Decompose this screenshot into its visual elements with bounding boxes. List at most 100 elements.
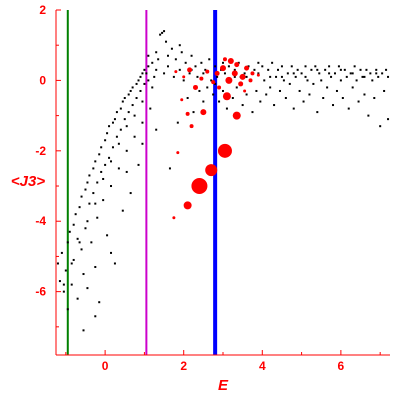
black-point bbox=[125, 149, 128, 152]
black-point bbox=[269, 86, 272, 89]
black-point bbox=[222, 61, 224, 64]
black-point bbox=[110, 185, 113, 188]
vertical-reference-lines bbox=[66, 10, 218, 355]
black-point bbox=[108, 156, 111, 159]
y-tick-label: 0 bbox=[39, 73, 46, 87]
black-point bbox=[88, 202, 91, 205]
black-point bbox=[202, 72, 205, 75]
black-point bbox=[216, 75, 219, 78]
black-point bbox=[284, 97, 287, 100]
black-point bbox=[385, 68, 388, 71]
black-point bbox=[214, 65, 217, 68]
black-point bbox=[86, 220, 89, 223]
black-point bbox=[72, 223, 75, 226]
black-point bbox=[137, 163, 140, 166]
black-point bbox=[387, 118, 390, 121]
black-point bbox=[243, 72, 246, 75]
black-point bbox=[349, 72, 352, 75]
black-point bbox=[267, 68, 270, 71]
black-point bbox=[84, 188, 87, 191]
black-point bbox=[339, 68, 342, 71]
black-point bbox=[316, 68, 319, 71]
black-point bbox=[129, 89, 132, 92]
black-point bbox=[292, 72, 295, 75]
black-point bbox=[139, 75, 142, 78]
black-point bbox=[125, 170, 128, 173]
black-point bbox=[365, 68, 368, 71]
red-point bbox=[180, 98, 184, 102]
red-point bbox=[191, 178, 208, 195]
black-point bbox=[155, 128, 158, 131]
red-point bbox=[231, 70, 238, 77]
red-point bbox=[238, 81, 244, 87]
red-point bbox=[200, 109, 207, 116]
black-point bbox=[298, 89, 301, 92]
black-point bbox=[135, 82, 138, 85]
black-point bbox=[131, 104, 134, 107]
black-point bbox=[280, 65, 283, 68]
x-tick-label: 6 bbox=[338, 359, 345, 373]
x-axis-title: E bbox=[218, 377, 229, 394]
black-point bbox=[151, 61, 154, 64]
black-point bbox=[178, 44, 181, 47]
black-point bbox=[227, 65, 230, 68]
black-point bbox=[204, 68, 207, 71]
black-point bbox=[235, 86, 238, 89]
black-point bbox=[326, 86, 329, 89]
red-point bbox=[182, 75, 186, 79]
black-point bbox=[375, 72, 378, 75]
black-point bbox=[263, 79, 266, 82]
black-point bbox=[102, 177, 105, 180]
black-point bbox=[115, 135, 118, 138]
black-point bbox=[290, 65, 293, 68]
black-point bbox=[330, 75, 333, 78]
black-point bbox=[143, 82, 146, 85]
black-point bbox=[265, 93, 268, 96]
black-point bbox=[66, 308, 69, 311]
black-point bbox=[143, 68, 146, 71]
black-point bbox=[186, 97, 189, 100]
black-point bbox=[62, 290, 65, 293]
black-point bbox=[76, 237, 79, 240]
black-point bbox=[359, 68, 362, 71]
black-point bbox=[316, 111, 319, 114]
black-point bbox=[137, 79, 140, 82]
black-point bbox=[269, 75, 272, 78]
black-point bbox=[304, 65, 307, 68]
black-point bbox=[147, 79, 150, 82]
black-point bbox=[296, 68, 299, 71]
black-point bbox=[212, 93, 215, 96]
black-point bbox=[108, 125, 111, 128]
black-point bbox=[102, 199, 105, 202]
black-point bbox=[328, 65, 331, 68]
black-point bbox=[127, 111, 130, 114]
black-point bbox=[357, 100, 360, 103]
red-point bbox=[187, 67, 193, 73]
black-point bbox=[94, 265, 97, 268]
black-point bbox=[322, 97, 325, 100]
black-point bbox=[351, 86, 354, 89]
red-point bbox=[244, 65, 250, 71]
red-point bbox=[250, 71, 255, 76]
black-point bbox=[308, 93, 311, 96]
black-point bbox=[286, 72, 289, 75]
black-point bbox=[333, 72, 336, 75]
black-point bbox=[288, 82, 291, 85]
black-point bbox=[194, 65, 197, 68]
black-point bbox=[345, 75, 348, 78]
black-point bbox=[341, 97, 344, 100]
black-point bbox=[324, 68, 327, 71]
black-point bbox=[92, 167, 95, 170]
black-point bbox=[82, 273, 85, 276]
black-point bbox=[355, 79, 358, 82]
red-point bbox=[174, 70, 178, 74]
black-point bbox=[80, 195, 83, 198]
black-point bbox=[78, 241, 81, 244]
black-point bbox=[153, 75, 156, 78]
black-point bbox=[115, 111, 118, 114]
black-point bbox=[245, 75, 248, 78]
axis-ticks: 0 2 4 6 2 0 -2 -4 -6 bbox=[35, 3, 381, 373]
black-point bbox=[233, 68, 236, 71]
black-point bbox=[157, 58, 160, 61]
